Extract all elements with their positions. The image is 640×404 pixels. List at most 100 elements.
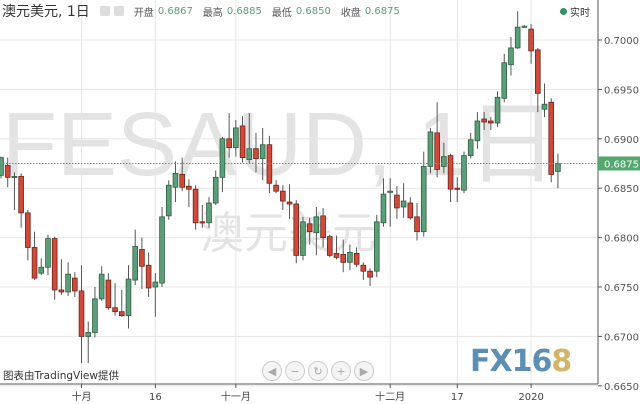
candle-body (165, 184, 172, 217)
candle-body (447, 155, 454, 190)
close-value: 0.6875 (364, 5, 400, 17)
candle-body (474, 120, 481, 142)
low-value: 0.6850 (295, 5, 331, 17)
candle-body (226, 138, 232, 149)
candle-body (152, 281, 159, 288)
candle-body (488, 120, 494, 124)
scroll-right-button[interactable]: ▶ (354, 361, 374, 381)
candle-body (508, 47, 514, 66)
candle-body (105, 279, 112, 309)
candle-body (481, 118, 487, 123)
x-tick-label: 2020 (518, 392, 543, 403)
candle-body (454, 187, 461, 190)
candle-body (65, 273, 71, 293)
candle-body (212, 176, 219, 204)
candle-body (253, 148, 259, 159)
candle-body (233, 127, 239, 149)
candle-body (239, 125, 246, 158)
last-price-badge (598, 156, 640, 171)
candle-body (139, 249, 145, 267)
fx168-logo: FX168 (470, 344, 572, 379)
candle-body (125, 278, 132, 317)
zoom-out-button[interactable]: − (285, 361, 305, 381)
candle-body (273, 184, 279, 192)
candle-body (98, 273, 105, 300)
candle-body (179, 173, 185, 188)
low-label: 最低 (271, 7, 292, 19)
candle-body (58, 289, 65, 293)
candle-body (112, 307, 118, 313)
open-label: 开盘 (133, 7, 154, 19)
candle-body (31, 247, 38, 279)
candle-body (172, 172, 179, 188)
candle-body (461, 155, 467, 191)
live-dot-icon (560, 8, 567, 15)
candle-body (320, 215, 326, 238)
candle-body (340, 253, 347, 263)
candle-body (159, 216, 165, 284)
candle-body (501, 62, 508, 99)
scroll-left-button[interactable]: ◀ (262, 361, 282, 381)
candle-body (259, 144, 266, 159)
live-indicator[interactable]: 实时 (560, 4, 590, 19)
candle-body (92, 298, 98, 333)
candle-body (51, 238, 58, 291)
candle-body (326, 236, 333, 256)
y-tick-label: 0.6650 (604, 382, 639, 393)
x-tick-label: 十二月 (375, 390, 405, 403)
x-tick-label: 十一月 (221, 390, 251, 403)
y-tick-label: 0.7000 (604, 36, 639, 47)
candle-body (333, 253, 340, 258)
candle-body (280, 190, 286, 202)
high-value: 0.6885 (226, 5, 262, 17)
live-label: 实时 (570, 8, 590, 19)
open-value: 0.6867 (157, 5, 193, 17)
candle-body (306, 223, 313, 233)
candle-body (535, 49, 541, 94)
candle-body (293, 203, 300, 256)
candle-body (434, 132, 440, 170)
candle-body (118, 311, 125, 317)
candle-body (353, 253, 360, 265)
candle-body (78, 290, 85, 337)
reset-button[interactable]: ↻ (308, 361, 328, 381)
candle-body (145, 264, 152, 289)
candle-body (0, 157, 4, 176)
candle-body (373, 221, 380, 272)
symbol-title: 澳元美元, 1日 (2, 4, 90, 20)
zoom-in-button[interactable]: + (331, 361, 351, 381)
candle-body (441, 156, 447, 167)
candle-body (400, 200, 407, 208)
candle-body (548, 101, 555, 175)
candle-body (420, 166, 427, 233)
candle-body (219, 138, 226, 178)
candle-body (72, 277, 78, 292)
candle-body (541, 103, 548, 110)
candle-body (186, 185, 192, 190)
settings-icon[interactable] (99, 6, 110, 16)
y-tick-label: 0.6900 (604, 135, 639, 146)
gear-icon[interactable] (113, 6, 124, 16)
x-tick-label: 16 (149, 392, 162, 403)
candle-body (528, 28, 534, 52)
candle-body (199, 221, 206, 224)
candle-body (4, 165, 11, 178)
close-label: 收盘 (340, 7, 361, 19)
candle-body (521, 25, 528, 28)
candle-body (467, 139, 474, 156)
candle-body (313, 216, 320, 234)
tradingview-credit[interactable]: 图表由TradingView提供 (3, 370, 119, 382)
candle-body (387, 190, 393, 193)
candle-body (347, 252, 353, 263)
candle-body (206, 202, 212, 224)
candle-body (25, 212, 31, 248)
candle-body (18, 175, 24, 214)
candle-body (300, 221, 306, 256)
candle-body (38, 266, 45, 274)
high-label: 最高 (202, 7, 223, 19)
candle-body (407, 202, 414, 219)
y-tick-label: 0.6750 (604, 283, 639, 294)
chart-navigation: ◀ − ↻ + ▶ (262, 361, 374, 381)
name-watermark: 澳元美元 (200, 208, 376, 259)
